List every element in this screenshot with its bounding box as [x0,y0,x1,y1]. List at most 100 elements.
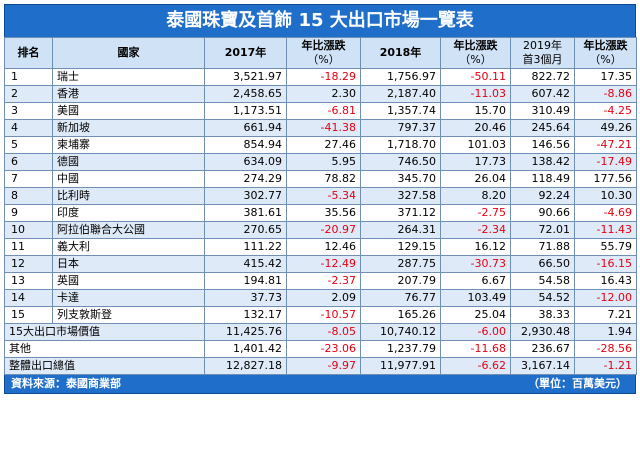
change-2019-cell: -1.21 [574,357,637,375]
value-2018-cell: 1,756.97 [360,68,441,86]
change-2018-cell: 25.04 [440,306,511,324]
change-2018-cell: -2.34 [440,221,511,239]
value-2017-cell: 12,827.18 [204,357,287,375]
export-table-container: 泰國珠寶及首飾 15 大出口市場一覽表 排名 國家 2017年 年比漲跌 （%）… [4,4,637,394]
change-2018-cell: 15.70 [440,102,511,120]
change-2019-cell: 55.79 [574,238,637,256]
value-2017-cell: 381.61 [204,204,287,222]
header-row: 排名 國家 2017年 年比漲跌 （%） 2018年 年比漲跌 （%） 2019… [4,37,637,69]
change-2019-cell: -17.49 [574,153,637,171]
header-country: 國家 [52,37,205,69]
change-2018-cell: 8.20 [440,187,511,205]
country-cell: 中國 [52,170,205,188]
header-change-2017: 年比漲跌 （%） [286,37,361,69]
table-row: 14 卡達 37.73 2.09 76.77 103.49 54.52 -12.00 [4,289,637,307]
value-2017-cell: 132.17 [204,306,287,324]
value-2019-cell: 71.88 [510,238,575,256]
rank-cell: 13 [4,272,53,290]
rank-cell: 10 [4,221,53,239]
rank-cell: 4 [4,119,53,137]
country-cell: 美國 [52,102,205,120]
value-2017-cell: 270.65 [204,221,287,239]
value-2018-cell: 10,740.12 [360,323,441,341]
header-change-2018-line1: 年比漲跌 [453,39,498,52]
change-2017-cell: -9.97 [286,357,361,375]
value-2017-cell: 2,458.65 [204,85,287,103]
rank-cell: 9 [4,204,53,222]
change-2019-cell: 16.43 [574,272,637,290]
table-row: 4 新加坡 661.94 -41.38 797.37 20.46 245.64 49.26 [4,119,637,137]
change-2018-cell: -2.75 [440,204,511,222]
rank-cell: 8 [4,187,53,205]
export-markets-table: 排名 國家 2017年 年比漲跌 （%） 2018年 年比漲跌 （%） 2019… [4,37,637,375]
change-2017-cell: 5.95 [286,153,361,171]
change-2018-cell: -30.73 [440,255,511,273]
change-2018-cell: 6.67 [440,272,511,290]
change-2019-cell: -12.00 [574,289,637,307]
country-cell: 香港 [52,85,205,103]
table-row: 6 德國 634.09 5.95 746.50 17.73 138.42 -17.49 [4,153,637,171]
summary-label-cell: 整體出口總值 [4,357,205,375]
value-2019-cell: 310.49 [510,102,575,120]
value-2017-cell: 1,401.42 [204,340,287,358]
value-2018-cell: 371.12 [360,204,441,222]
summary-label-cell: 其他 [4,340,205,358]
table-body: 1 瑞士 3,521.97 -18.29 1,756.97 -50.11 822.72 17.… [4,68,637,375]
value-2019-cell: 92.24 [510,187,575,205]
rank-cell: 14 [4,289,53,307]
header-2019: 2019年 首3個月 [510,37,575,69]
value-2019-cell: 90.66 [510,204,575,222]
change-2017-cell: -18.29 [286,68,361,86]
value-2018-cell: 207.79 [360,272,441,290]
value-2018-cell: 1,357.74 [360,102,441,120]
change-2018-cell: -6.62 [440,357,511,375]
change-2019-cell: 17.35 [574,68,637,86]
change-2019-cell: -4.69 [574,204,637,222]
value-2018-cell: 2,187.40 [360,85,441,103]
value-2017-cell: 661.94 [204,119,287,137]
table-row: 2 香港 2,458.65 2.30 2,187.40 -11.03 607.42 -8.86 [4,85,637,103]
change-2017-cell: 27.46 [286,136,361,154]
change-2017-cell: -2.37 [286,272,361,290]
summary-row: 其他 1,401.42 -23.06 1,237.79 -11.68 236.67 -28.… [4,340,637,358]
country-cell: 義大利 [52,238,205,256]
change-2019-cell: -28.56 [574,340,637,358]
rank-cell: 15 [4,306,53,324]
country-cell: 印度 [52,204,205,222]
change-2017-cell: -20.97 [286,221,361,239]
value-2019-cell: 822.72 [510,68,575,86]
rank-cell: 5 [4,136,53,154]
rank-cell: 6 [4,153,53,171]
value-2019-cell: 236.67 [510,340,575,358]
header-change-2017-line1: 年比漲跌 [301,39,346,52]
header-2017: 2017年 [204,37,287,69]
table-row: 8 比利時 302.77 -5.34 327.58 8.20 92.24 10.30 [4,187,637,205]
change-2017-cell: -8.05 [286,323,361,341]
table-row: 12 日本 415.42 -12.49 287.75 -30.73 66.50 -16.15 [4,255,637,273]
summary-row: 15大出口市場價值 11,425.76 -8.05 10,740.12 -6.00 2,9… [4,323,637,341]
value-2017-cell: 11,425.76 [204,323,287,341]
table-row: 1 瑞士 3,521.97 -18.29 1,756.97 -50.11 822.72 17.… [4,68,637,86]
value-2017-cell: 3,521.97 [204,68,287,86]
value-2019-cell: 607.42 [510,85,575,103]
value-2019-cell: 245.64 [510,119,575,137]
value-2019-cell: 38.33 [510,306,575,324]
header-change-2019-line1: 年比漲跌 [583,39,628,52]
change-2019-cell: -8.86 [574,85,637,103]
country-cell: 列支敦斯登 [52,306,205,324]
change-2018-cell: -6.00 [440,323,511,341]
country-cell: 卡達 [52,289,205,307]
value-2018-cell: 11,977.91 [360,357,441,375]
table-row: 5 柬埔寨 854.94 27.46 1,718.70 101.03 146.56 -47.2… [4,136,637,154]
value-2018-cell: 1,718.70 [360,136,441,154]
change-2018-cell: 103.49 [440,289,511,307]
value-2017-cell: 37.73 [204,289,287,307]
change-2018-cell: 16.12 [440,238,511,256]
value-2017-cell: 274.29 [204,170,287,188]
change-2018-cell: -11.68 [440,340,511,358]
value-2018-cell: 746.50 [360,153,441,171]
change-2018-cell: 101.03 [440,136,511,154]
value-2019-cell: 3,167.14 [510,357,575,375]
value-2018-cell: 327.58 [360,187,441,205]
change-2018-cell: -11.03 [440,85,511,103]
